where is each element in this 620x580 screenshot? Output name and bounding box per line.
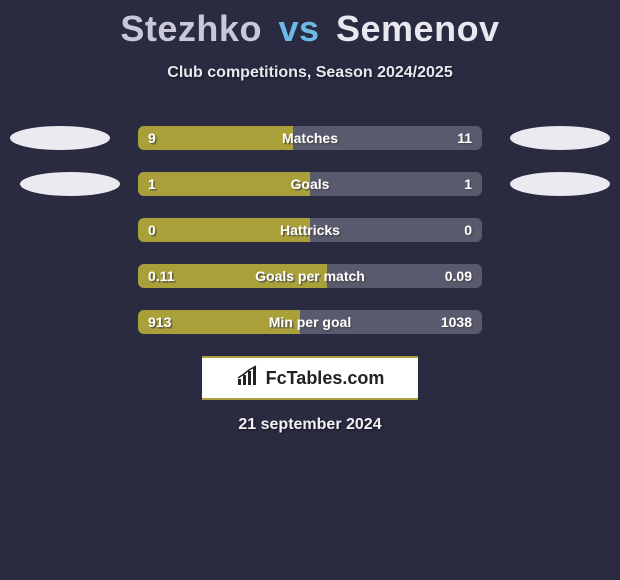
stat-row: 913Min per goal1038 bbox=[0, 310, 620, 334]
team-logo-right bbox=[510, 126, 610, 150]
stat-label: Matches bbox=[138, 126, 482, 150]
stat-row: 0Hattricks0 bbox=[0, 218, 620, 242]
brand-text: FcTables.com bbox=[266, 368, 385, 389]
stat-bar: 0.11Goals per match0.09 bbox=[138, 264, 482, 288]
title-player2: Semenov bbox=[336, 8, 500, 49]
subtitle: Club competitions, Season 2024/2025 bbox=[0, 64, 620, 82]
stat-bar: 0Hattricks0 bbox=[138, 218, 482, 242]
chart-icon bbox=[236, 365, 260, 392]
brand-box: FcTables.com bbox=[202, 356, 418, 400]
stat-value-right: 1 bbox=[464, 172, 472, 196]
stat-row: 0.11Goals per match0.09 bbox=[0, 264, 620, 288]
page-title: Stezhko vs Semenov bbox=[0, 0, 620, 50]
team-logo-left bbox=[20, 172, 120, 196]
stat-bar: 1Goals1 bbox=[138, 172, 482, 196]
stat-label: Goals per match bbox=[138, 264, 482, 288]
stat-row: 1Goals1 bbox=[0, 172, 620, 196]
title-player1: Stezhko bbox=[120, 8, 262, 49]
team-logo-left bbox=[10, 126, 110, 150]
stat-bar: 913Min per goal1038 bbox=[138, 310, 482, 334]
title-vs: vs bbox=[278, 8, 319, 49]
stat-label: Hattricks bbox=[138, 218, 482, 242]
stat-value-right: 0 bbox=[464, 218, 472, 242]
stat-value-right: 1038 bbox=[441, 310, 472, 334]
stat-bar: 9Matches11 bbox=[138, 126, 482, 150]
team-logo-right bbox=[510, 172, 610, 196]
stat-label: Min per goal bbox=[138, 310, 482, 334]
stat-row: 9Matches11 bbox=[0, 126, 620, 150]
stat-value-right: 0.09 bbox=[445, 264, 472, 288]
comparison-chart: 9Matches11 1Goals1 0Hattricks0 0.11Goals pe… bbox=[0, 126, 620, 334]
date-line: 21 september 2024 bbox=[0, 416, 620, 434]
stat-value-right: 11 bbox=[457, 126, 472, 150]
stat-label: Goals bbox=[138, 172, 482, 196]
